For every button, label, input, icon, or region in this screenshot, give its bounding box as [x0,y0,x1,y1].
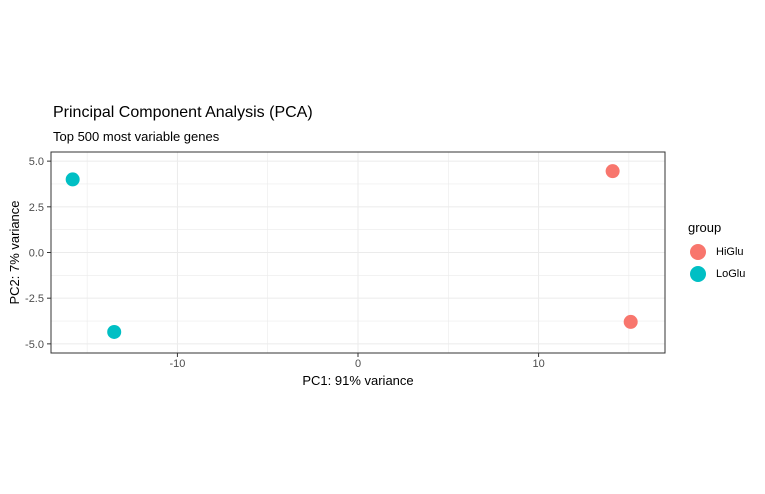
data-point-loglu [107,324,122,339]
y-axis-label: PC2: 7% variance [7,200,22,304]
legend-item-loglu: LoGlu [690,266,745,282]
data-point-loglu [65,172,80,187]
y-tick-label: 5.0 [29,156,44,168]
legend-key-higlu [690,244,706,260]
data-point-higlu [605,164,620,179]
legend-label-higlu: HiGlu [716,246,744,258]
x-tick-label: -10 [169,358,185,370]
chart-subtitle: Top 500 most variable genes [53,129,220,144]
legend-title: group [688,220,722,235]
y-tick-label: 2.5 [29,202,44,214]
x-tick-label: 10 [532,358,544,370]
x-axis-label: PC1: 91% variance [302,373,413,388]
chart-title: Principal Component Analysis (PCA) [53,104,313,121]
y-tick-label: -2.5 [25,293,44,305]
x-tick-label: 0 [355,358,361,370]
legend-item-higlu: HiGlu [690,244,744,260]
y-tick-label: 0.0 [29,248,44,260]
legend-key-loglu [690,266,706,282]
y-tick-label: -5.0 [25,339,44,351]
data-point-higlu [623,314,638,329]
legend-label-loglu: LoGlu [716,268,746,280]
